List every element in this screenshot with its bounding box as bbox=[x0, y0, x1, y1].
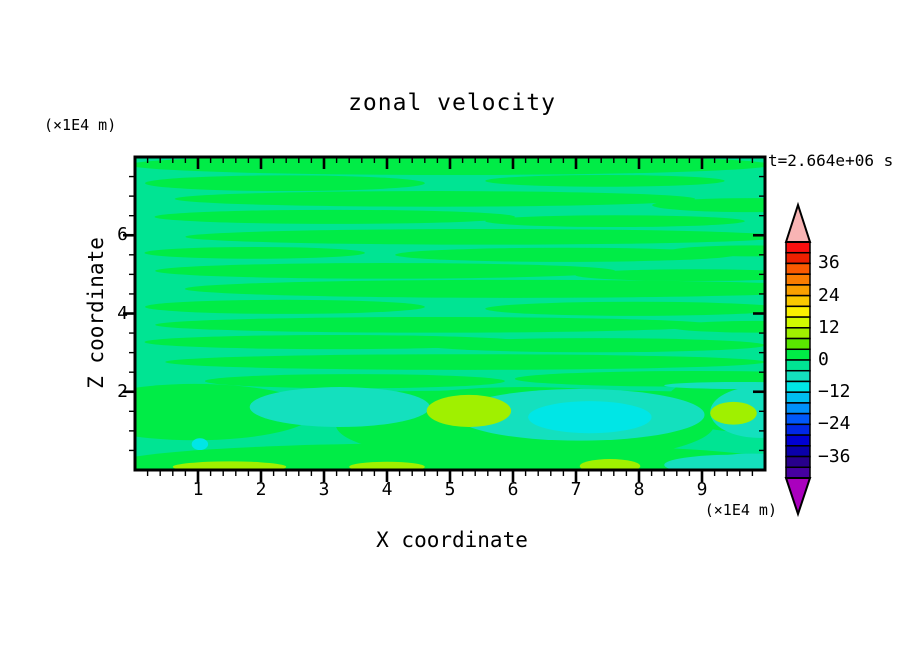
colorbar-cell bbox=[785, 369, 811, 383]
contour-band bbox=[652, 198, 765, 213]
x-tick-label: 9 bbox=[696, 479, 708, 500]
colorbar-cell bbox=[785, 316, 811, 329]
colorbar-tick-label: −12 bbox=[818, 381, 851, 403]
contour-band bbox=[204, 374, 505, 389]
colorbar-cell bbox=[785, 241, 811, 254]
contour-band bbox=[395, 247, 736, 262]
contour-band bbox=[664, 454, 765, 470]
contour-band bbox=[185, 228, 765, 245]
z-tick-label: 4 bbox=[117, 302, 128, 324]
contour-band bbox=[579, 459, 641, 470]
colorbar-cell bbox=[785, 434, 811, 447]
x-tick-label: 3 bbox=[318, 479, 330, 500]
colorbar-cell bbox=[785, 391, 811, 404]
x-tick-label: 6 bbox=[507, 479, 519, 500]
colorbar-tick-label: −24 bbox=[818, 413, 851, 435]
contour-band bbox=[165, 354, 765, 370]
colorbar-cell bbox=[785, 445, 811, 458]
colorbar-cell bbox=[785, 327, 811, 340]
plot-border bbox=[133, 155, 767, 472]
colorbar-cell bbox=[785, 412, 811, 426]
colorbar-cell bbox=[785, 305, 811, 318]
contour-band bbox=[155, 263, 616, 279]
contour-band bbox=[664, 381, 765, 390]
contour-band bbox=[154, 209, 515, 224]
colorbar-cell bbox=[785, 294, 811, 308]
contour-band bbox=[424, 338, 765, 353]
z-tick-label: 6 bbox=[117, 224, 128, 246]
contour-band bbox=[145, 175, 425, 192]
colorbar-cell bbox=[785, 380, 811, 393]
colorbar-cell bbox=[785, 423, 811, 436]
contour-band bbox=[426, 394, 512, 427]
contour-band bbox=[249, 387, 430, 427]
x-tick-label: 2 bbox=[255, 479, 267, 500]
contour-band bbox=[710, 401, 757, 425]
colorbar-tick-label: 24 bbox=[818, 284, 840, 306]
colorbar-cell bbox=[785, 251, 811, 265]
contour-band bbox=[174, 191, 696, 207]
colorbar-tick-label: −36 bbox=[818, 445, 851, 467]
x-tick-label: 4 bbox=[381, 479, 393, 500]
colorbar-cell bbox=[785, 284, 811, 297]
z-axis-units-label: (×1E4 m) bbox=[44, 116, 117, 134]
colorbar-cell bbox=[785, 337, 811, 351]
contour-band bbox=[668, 320, 765, 333]
contour-band bbox=[485, 215, 745, 228]
contour-band bbox=[670, 245, 765, 257]
colorbar-over-arrow bbox=[784, 201, 812, 243]
contour-band bbox=[575, 269, 765, 282]
colorbar-cell bbox=[785, 262, 811, 275]
colorbar-cell bbox=[785, 402, 811, 415]
x-tick-label: 1 bbox=[192, 479, 204, 500]
contour-band bbox=[485, 301, 765, 316]
colorbar-cell bbox=[785, 273, 811, 286]
x-axis-title: X coordinate bbox=[376, 528, 528, 552]
colorbar-cell bbox=[785, 466, 811, 479]
colorbar-under-arrow bbox=[784, 477, 812, 518]
colorbar-cell bbox=[785, 455, 811, 469]
contour-band bbox=[172, 461, 287, 470]
colorbar-tick-label: 36 bbox=[818, 252, 840, 274]
colorbar-cell bbox=[785, 348, 811, 361]
contour-band bbox=[485, 174, 725, 187]
contour-band bbox=[191, 438, 209, 451]
colorbar-tick-label: 0 bbox=[818, 349, 829, 370]
x-axis-units-label: (×1E4 m) bbox=[704, 501, 777, 519]
contour-field bbox=[135, 157, 765, 470]
x-tick-label: 8 bbox=[633, 479, 645, 500]
z-tick-label: 2 bbox=[117, 380, 128, 402]
contour-band bbox=[528, 401, 652, 434]
colorbar-cell bbox=[785, 359, 811, 372]
contour-band bbox=[349, 461, 425, 470]
colorbar-tick-label: 12 bbox=[818, 316, 840, 338]
contour-band bbox=[144, 246, 365, 259]
contour-band bbox=[184, 279, 765, 298]
x-tick-label: 7 bbox=[570, 479, 582, 500]
contour-band bbox=[155, 317, 715, 333]
x-tick-label: 5 bbox=[444, 479, 456, 500]
contour-band bbox=[145, 299, 425, 314]
time-annotation: t=2.664e+06 s bbox=[768, 151, 894, 170]
plot-title: zonal velocity bbox=[348, 90, 556, 116]
